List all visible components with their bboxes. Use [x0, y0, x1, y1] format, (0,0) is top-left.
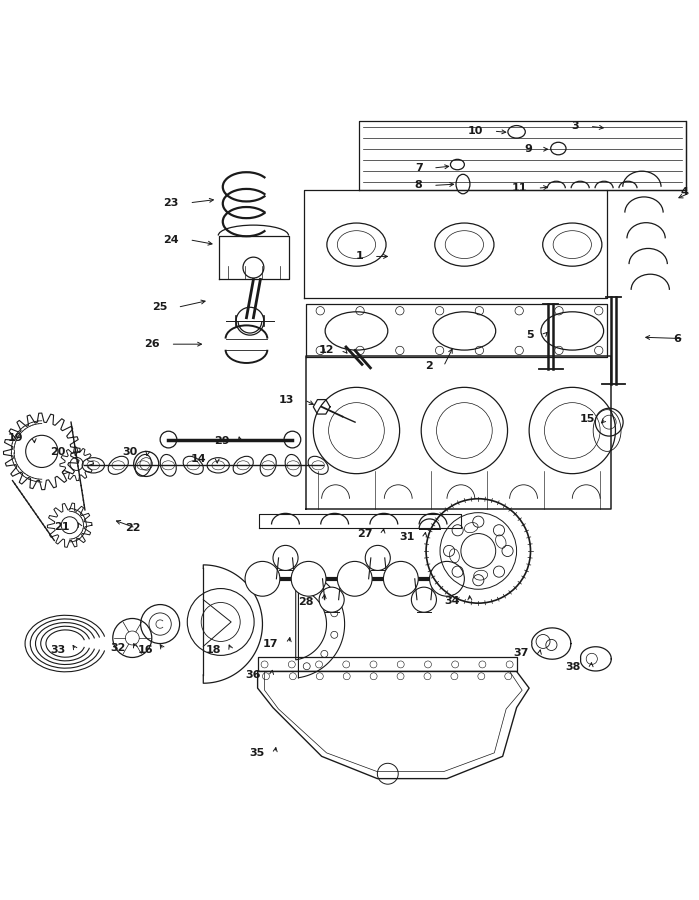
Circle shape [338, 562, 372, 596]
Polygon shape [219, 236, 289, 279]
Polygon shape [305, 356, 611, 509]
Text: 18: 18 [206, 644, 221, 655]
Circle shape [291, 562, 326, 596]
Polygon shape [305, 304, 607, 357]
Text: 12: 12 [319, 346, 334, 356]
Circle shape [430, 562, 464, 596]
Text: 33: 33 [50, 644, 66, 655]
Polygon shape [532, 628, 571, 659]
Text: 34: 34 [444, 596, 459, 606]
Text: 7: 7 [415, 163, 423, 173]
Text: 28: 28 [298, 597, 313, 607]
Polygon shape [359, 122, 686, 190]
Text: 10: 10 [468, 126, 483, 136]
Circle shape [245, 562, 280, 596]
Circle shape [366, 545, 390, 571]
Text: 1: 1 [356, 251, 363, 262]
Text: 21: 21 [54, 522, 70, 532]
Text: 4: 4 [680, 187, 688, 197]
Text: 19: 19 [8, 433, 24, 443]
Text: 15: 15 [580, 414, 596, 424]
Circle shape [384, 562, 418, 596]
Text: 22: 22 [125, 523, 140, 533]
Text: 17: 17 [263, 638, 278, 649]
Polygon shape [296, 571, 345, 678]
Text: 31: 31 [399, 532, 415, 542]
Text: 8: 8 [415, 180, 423, 191]
Polygon shape [258, 671, 529, 778]
Polygon shape [259, 514, 461, 528]
Polygon shape [203, 565, 262, 683]
Text: 9: 9 [524, 144, 532, 154]
Text: 3: 3 [572, 122, 579, 131]
Text: 20: 20 [50, 447, 66, 457]
Text: 38: 38 [565, 662, 581, 672]
Text: 27: 27 [357, 528, 373, 538]
Text: 30: 30 [122, 447, 137, 457]
Text: 29: 29 [214, 436, 230, 446]
Text: 13: 13 [278, 395, 294, 405]
Polygon shape [258, 658, 517, 671]
Text: 36: 36 [245, 670, 261, 680]
Text: 26: 26 [145, 339, 160, 349]
Polygon shape [581, 647, 612, 671]
Text: 5: 5 [526, 330, 534, 340]
Text: 2: 2 [425, 362, 433, 372]
Circle shape [412, 587, 436, 612]
Text: 6: 6 [673, 334, 681, 344]
Text: 11: 11 [512, 184, 527, 194]
Circle shape [319, 587, 344, 612]
Text: 37: 37 [514, 648, 529, 658]
Text: 32: 32 [110, 644, 125, 653]
Text: 14: 14 [191, 454, 207, 464]
Text: 16: 16 [138, 644, 153, 655]
Text: 35: 35 [250, 748, 264, 758]
Text: 23: 23 [164, 198, 179, 208]
Circle shape [273, 545, 298, 571]
Text: 24: 24 [164, 235, 179, 245]
Text: 25: 25 [152, 302, 167, 312]
Polygon shape [304, 190, 607, 298]
